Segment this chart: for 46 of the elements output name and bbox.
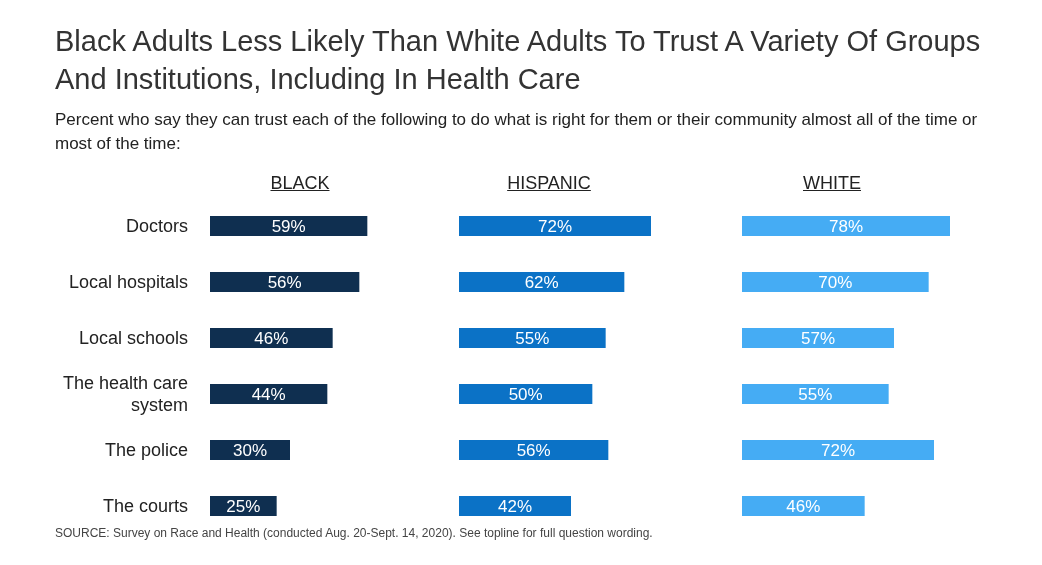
bar bbox=[459, 216, 651, 236]
y-tick-label: The courts bbox=[102, 496, 188, 516]
annotation: SOURCE: Survey on Race and Health (conducted Aug. 20-Sept. 14, 2020). See topline for full question wording. bbox=[55, 526, 653, 540]
bar bbox=[210, 384, 328, 404]
data-label: 62% bbox=[524, 272, 559, 292]
data-label: 55% bbox=[798, 384, 833, 404]
bar bbox=[210, 272, 360, 292]
series-label: HISPANIC bbox=[506, 173, 592, 194]
bar bbox=[459, 496, 571, 516]
data-label: 42% bbox=[497, 496, 533, 516]
data-label: 59% bbox=[271, 216, 306, 236]
bar bbox=[742, 440, 934, 460]
bar bbox=[742, 384, 889, 404]
y-tick-label: The police bbox=[104, 440, 188, 460]
bar bbox=[742, 328, 894, 348]
y-tick-label: Local schools bbox=[78, 328, 188, 348]
data-label: 56% bbox=[267, 272, 302, 292]
data-label: 56% bbox=[516, 440, 551, 460]
data-label: 57% bbox=[800, 328, 836, 348]
data-label: 46% bbox=[786, 496, 821, 516]
data-label: 55% bbox=[515, 328, 550, 348]
data-label: 30% bbox=[232, 440, 268, 460]
data-label: 46% bbox=[254, 328, 289, 348]
data-label: 72% bbox=[820, 440, 856, 460]
bar bbox=[742, 216, 950, 236]
data-label: 50% bbox=[508, 384, 543, 404]
bar bbox=[459, 328, 606, 348]
data-label: 78% bbox=[828, 216, 864, 236]
data-label: 72% bbox=[537, 216, 573, 236]
data-label: 70% bbox=[818, 272, 853, 292]
y-tick-label: The health care system bbox=[62, 373, 188, 415]
y-tick-label: Local hospitals bbox=[68, 272, 188, 292]
bar bbox=[742, 496, 865, 516]
series-label: BLACK bbox=[269, 173, 331, 194]
series-label: WHITE bbox=[802, 173, 862, 194]
bar bbox=[742, 272, 929, 292]
bar bbox=[459, 440, 609, 460]
text: Black Adults Less Likely Than White Adults To Trust A Variety Of Groups And Institutions, Including In Health Care bbox=[55, 24, 982, 97]
bar bbox=[459, 272, 625, 292]
data-label: 25% bbox=[226, 496, 261, 516]
text: Percent who say they can trust each of the following to do what is right for them or their community almost all of the time or most of the time: bbox=[55, 109, 979, 155]
data-label: 44% bbox=[251, 384, 286, 404]
bar bbox=[459, 384, 593, 404]
bar bbox=[210, 216, 368, 236]
y-tick-label: Doctors bbox=[125, 216, 188, 236]
bar bbox=[210, 328, 333, 348]
